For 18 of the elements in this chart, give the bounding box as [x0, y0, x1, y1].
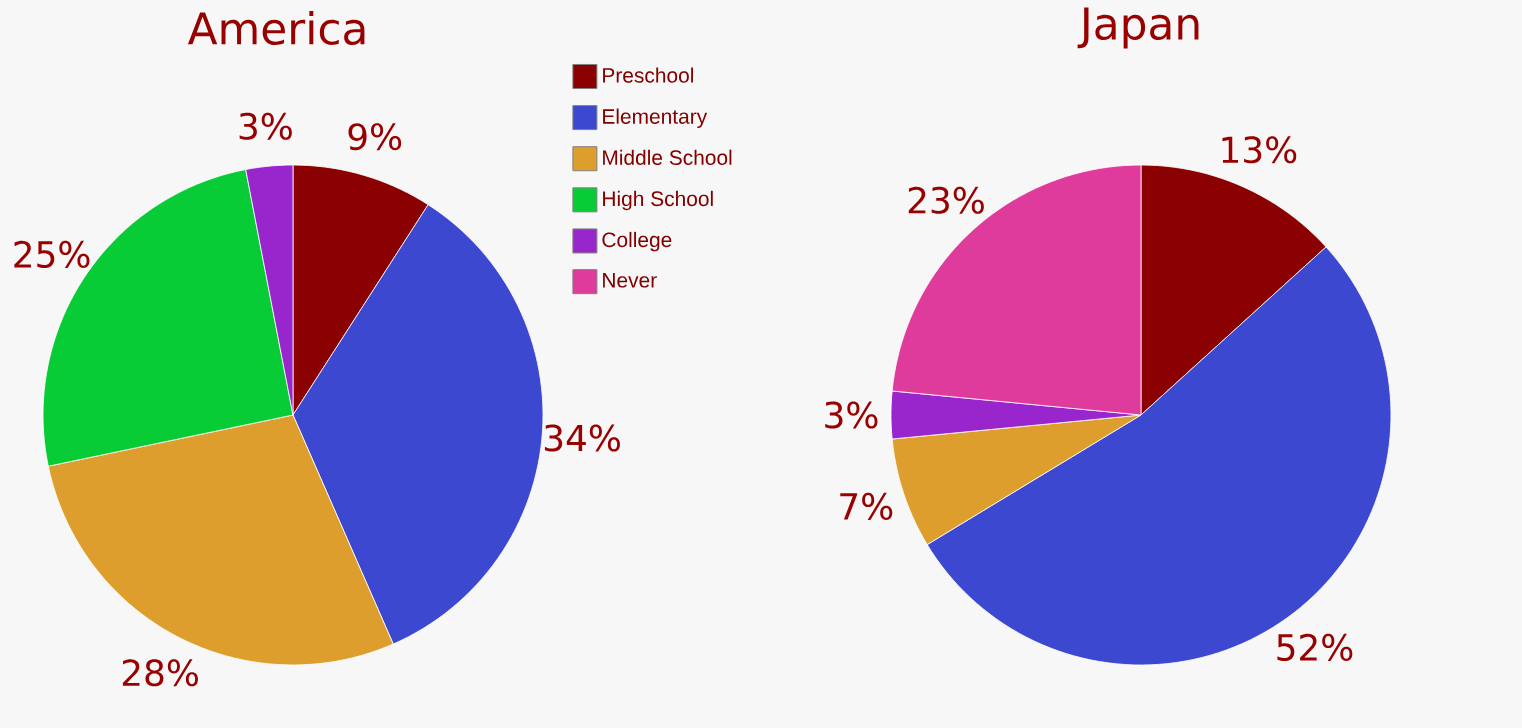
data-label: 3%: [825, 401, 878, 429]
data-label: 52%: [1277, 633, 1353, 661]
data-label: 34%: [544, 424, 620, 452]
chart-title: America: [187, 11, 365, 45]
data-label: 9%: [348, 123, 402, 151]
data-label: 13%: [1222, 136, 1297, 164]
data-label: 7%: [840, 492, 893, 520]
data-label: 23%: [908, 186, 984, 214]
legend-label: Never: [603, 273, 657, 288]
chart-title: Japan: [1077, 7, 1199, 49]
data-label: 28%: [122, 659, 198, 687]
legend-label: College: [602, 231, 672, 252]
data-label: 3%: [239, 112, 292, 140]
legend-label: Preschool: [603, 67, 693, 83]
legend-label: High School: [603, 190, 713, 211]
legend-label: Middle School: [603, 149, 732, 166]
legend-label: Elementary: [603, 108, 708, 129]
data-label: 25%: [14, 240, 90, 268]
